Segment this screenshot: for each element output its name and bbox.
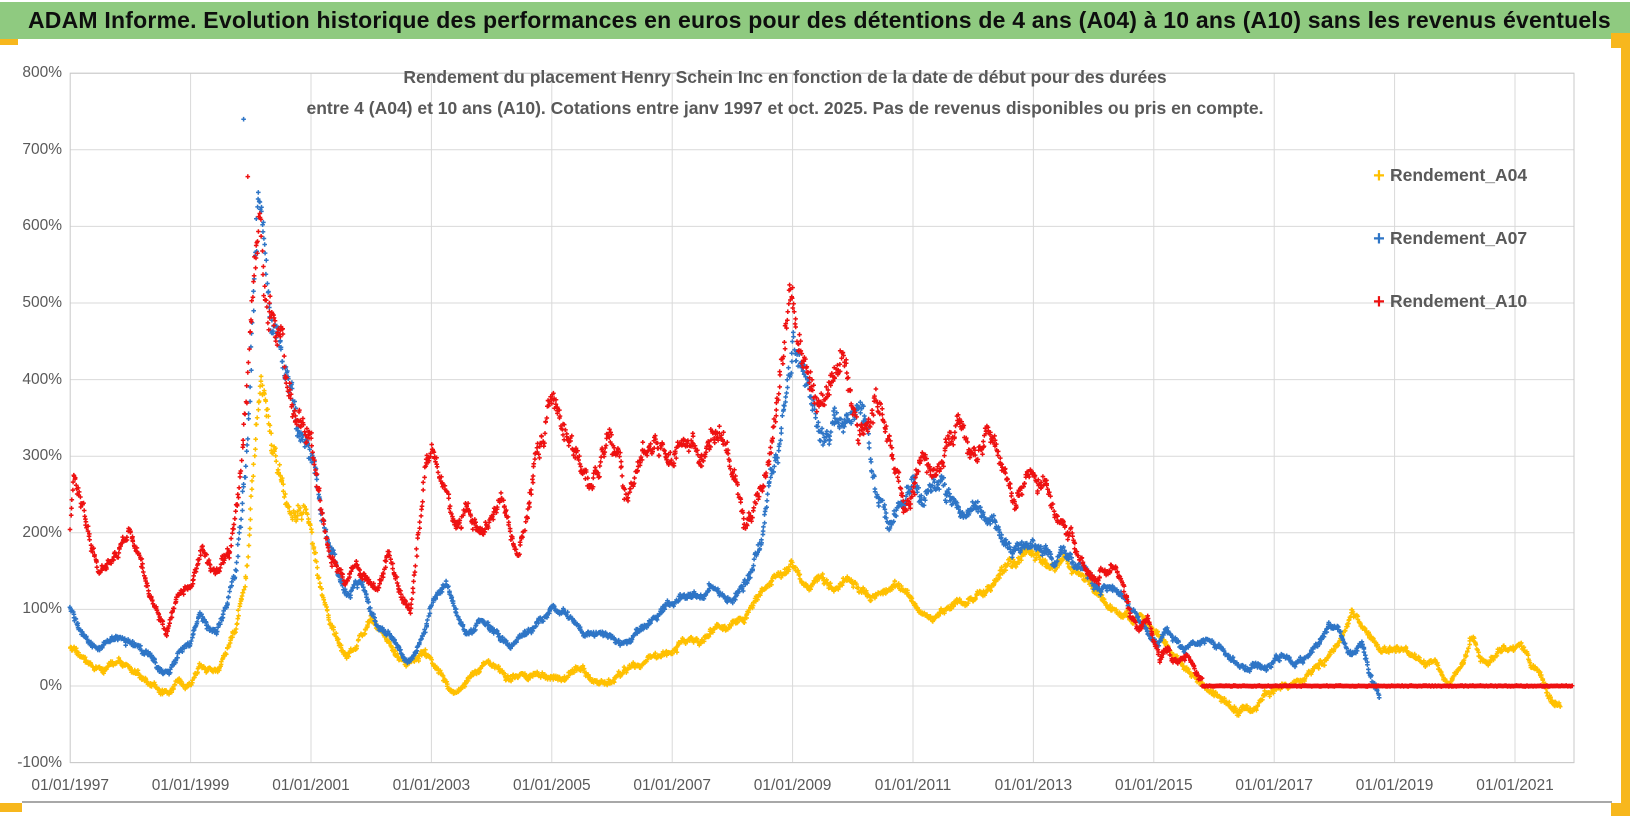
y-axis-tick-label: 500% [22,294,62,311]
chart-title: Rendement du placement Henry Schein Inc … [240,62,1330,124]
y-axis-tick-label: 300% [22,447,62,465]
legend: + Rendement_A04 + Rendement_A07 + Rendement_A… [1368,144,1527,333]
y-axis-tick-label: 700% [22,140,62,158]
x-axis-tick-label: 01/01/1997 [31,777,109,794]
gold-accent-bottom-left [0,803,22,812]
sheet-header-title: ADAM Informe. Evolution historique des p… [28,7,1611,33]
legend-plus-marker-icon: + [1373,164,1385,187]
y-axis-tick-label: 100% [22,600,62,618]
legend-item-label: Rendement_A07 [1390,228,1528,248]
gold-accent-top-left [0,39,18,45]
scatter-series-a07 [67,116,1382,700]
x-axis-tick-label: 01/01/2015 [1115,777,1193,794]
x-axis-tick-label: 01/01/2003 [392,777,471,794]
chart-title-line2: entre 4 (A04) et 10 ans (A10). Cotations… [306,98,1264,118]
x-axis-tick-label: 01/01/2021 [1476,777,1554,794]
x-axis-tick-label: 01/01/2019 [1355,777,1434,794]
y-axis-tick-label: -100% [17,753,62,771]
x-axis-tick-label: 01/01/2013 [994,777,1073,794]
x-axis-tick-label: 01/01/2011 [874,777,952,794]
legend-item-label: Rendement_A04 [1390,165,1528,185]
x-axis-tick-label: 01/01/2007 [633,777,711,794]
gold-accent-bottom-right [1611,803,1630,816]
legend-plus-marker-icon: + [1373,290,1385,313]
x-axis-tick-label: 01/01/2005 [513,777,591,794]
x-axis-tick-label: 01/01/2017 [1235,777,1313,794]
legend-item: + Rendement_A04 [1368,144,1527,207]
y-axis-tick-label: 400% [22,370,62,388]
y-axis-tick-label: 600% [22,217,62,235]
legend-item: + Rendement_A10 [1368,270,1527,333]
y-axis-tick-label: 200% [22,523,62,541]
legend-item-label: Rendement_A10 [1390,291,1528,311]
x-axis-tick-label: 01/01/2009 [753,777,832,794]
x-axis-tick-label: 01/01/1999 [151,777,230,794]
legend-plus-marker-icon: + [1373,227,1385,250]
bottom-edge-line [22,801,1612,803]
scatter-series-a10 [67,174,1575,689]
plot-border [69,72,1575,764]
gold-border-right [1621,33,1630,816]
y-axis-tick-label: 0% [39,677,62,694]
chart-title-line1: Rendement du placement Henry Schein Inc … [403,67,1167,87]
y-axis-tick-label: 800% [22,64,62,82]
sheet-header: ADAM Informe. Evolution historique des p… [0,2,1630,39]
x-axis-tick-label: 01/01/2001 [272,777,350,794]
legend-item: + Rendement_A07 [1368,207,1527,270]
